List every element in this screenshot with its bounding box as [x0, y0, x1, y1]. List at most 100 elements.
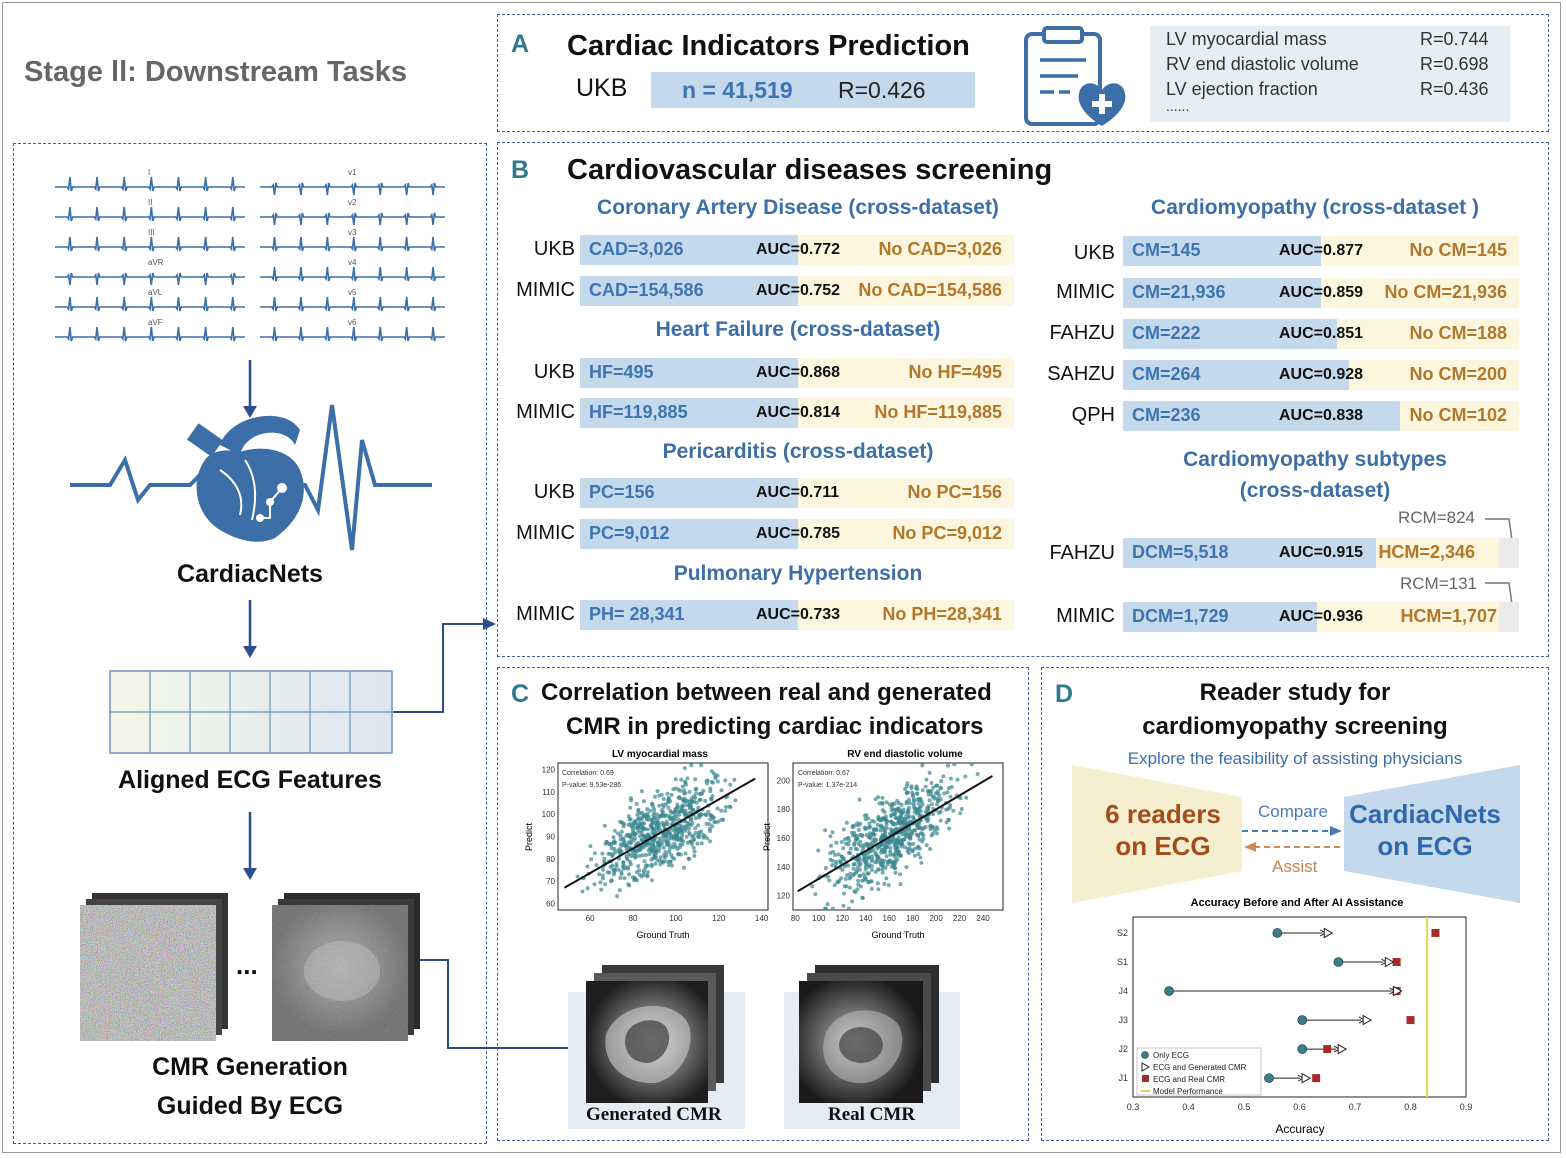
scatter-point: [905, 811, 910, 815]
scatter-point: [928, 847, 933, 851]
scatter-point: [626, 882, 631, 887]
scatter-lv-title: LV myocardial mass: [612, 749, 708, 760]
scatter-point: [904, 784, 909, 789]
scatter-point: [948, 794, 953, 799]
scatter-point: [715, 779, 720, 784]
legend-generated-cmr: ECG and Generated CMR: [1153, 1063, 1247, 1072]
scatter-point: [651, 828, 656, 833]
scatter-point: [923, 784, 928, 789]
scatter-point: [634, 848, 639, 853]
ecg-lead-label: v3: [348, 228, 357, 237]
real-cmr-stack-icon: [799, 965, 939, 1103]
scatter-point: [699, 763, 704, 768]
real-cmr-marker: [1406, 1016, 1415, 1025]
scatter-point: [639, 821, 644, 826]
scatter-point: [813, 892, 818, 897]
scatter-point: [892, 842, 897, 847]
scatter-point: [888, 827, 893, 832]
scatter-point: [946, 786, 951, 791]
scatter-point: [915, 791, 920, 796]
scatter-point: [704, 821, 709, 826]
scatter-point: [601, 876, 605, 881]
scatter-point: [680, 833, 684, 838]
scatter-point: [661, 823, 666, 828]
generated-cmr-marker: [1323, 927, 1334, 939]
section-d-subtitle: Explore the feasibility of assisting phy…: [1127, 749, 1463, 768]
ecg-lead-label: v6: [348, 318, 357, 327]
y-tick-label: 180: [777, 805, 791, 814]
scatter-point: [705, 781, 710, 786]
scatter-point: [641, 833, 646, 838]
scatter-point: [938, 785, 943, 790]
scatter-point: [893, 870, 898, 875]
scatter-point: [964, 795, 969, 800]
scatter-point: [899, 822, 904, 827]
x-tick-label: 0.6: [1293, 1102, 1306, 1112]
scatter-point: [673, 836, 678, 841]
scatter-point: [666, 843, 670, 847]
scatter-point: [869, 886, 874, 891]
scatter-point: [921, 833, 926, 838]
scatter-point: [886, 883, 891, 888]
scatter-point: [889, 813, 893, 818]
scatter-point: [616, 867, 621, 872]
section-c-letter: C: [511, 680, 530, 708]
ecg-trace: [55, 296, 245, 312]
indicator-more: ......: [1166, 98, 1190, 114]
scatter-rv-xlabel: Ground Truth: [871, 930, 924, 940]
scatter-lv-xlabel: Ground Truth: [636, 930, 689, 940]
y-tick-label: 70: [546, 877, 555, 886]
scatter-point: [721, 817, 726, 822]
indicator-list-box: [1150, 26, 1510, 122]
scatter-point: [617, 888, 622, 893]
scatter-point: [931, 785, 936, 790]
scatter-point: [880, 808, 885, 813]
scatter-point: [856, 878, 861, 883]
scatter-point: [696, 805, 701, 810]
scatter-point: [896, 806, 901, 811]
scatter-point: [707, 822, 712, 827]
real-cmr-label: Real CMR: [828, 1104, 916, 1125]
scatter-point: [681, 788, 686, 793]
scatter-point: [880, 842, 885, 847]
scatter-point: [625, 857, 630, 862]
scatter-point: [881, 816, 886, 821]
scatter-point: [893, 854, 897, 859]
ecg-trace: [55, 206, 245, 222]
scatter-point: [641, 826, 646, 831]
scatter-point: [715, 773, 720, 778]
scatter-point: [678, 828, 683, 833]
scatter-point: [911, 794, 916, 799]
scatter-point: [649, 846, 654, 851]
scatter-point: [602, 856, 607, 861]
scatter-point: [938, 818, 943, 823]
scatter-point: [690, 821, 695, 826]
scatter-point: [867, 821, 872, 826]
regression-line: [797, 775, 993, 893]
scatter-point: [856, 823, 861, 828]
scatter-point: [907, 814, 912, 819]
scatter-point: [948, 776, 953, 781]
scatter-point: [638, 845, 643, 850]
scatter-point: [857, 867, 862, 872]
scatter-point: [833, 862, 838, 867]
scatter-point: [624, 847, 629, 852]
scatter-point: [677, 809, 682, 814]
x-tick-label: 160: [883, 914, 897, 923]
scatter-point: [667, 831, 672, 836]
scatter-point: [646, 817, 651, 822]
subtype-fahzu-bar: DCM=5,518 AUC=0.915 HCM=2,346: [1123, 538, 1519, 568]
scatter-point: [634, 870, 639, 875]
cm-ukb-bar: CM=145 AUC=0.877 No CM=145: [1123, 236, 1519, 266]
scatter-point: [709, 813, 714, 818]
scatter-point: [864, 841, 869, 846]
scatter-point: [864, 813, 869, 818]
scatter-point: [723, 778, 728, 783]
scatter-point: [630, 826, 635, 831]
scatter-point: [832, 883, 837, 888]
scatter-point: [874, 852, 879, 857]
scatter-point: [883, 834, 887, 839]
scatter-point: [926, 792, 931, 797]
scatter-point: [850, 899, 855, 904]
